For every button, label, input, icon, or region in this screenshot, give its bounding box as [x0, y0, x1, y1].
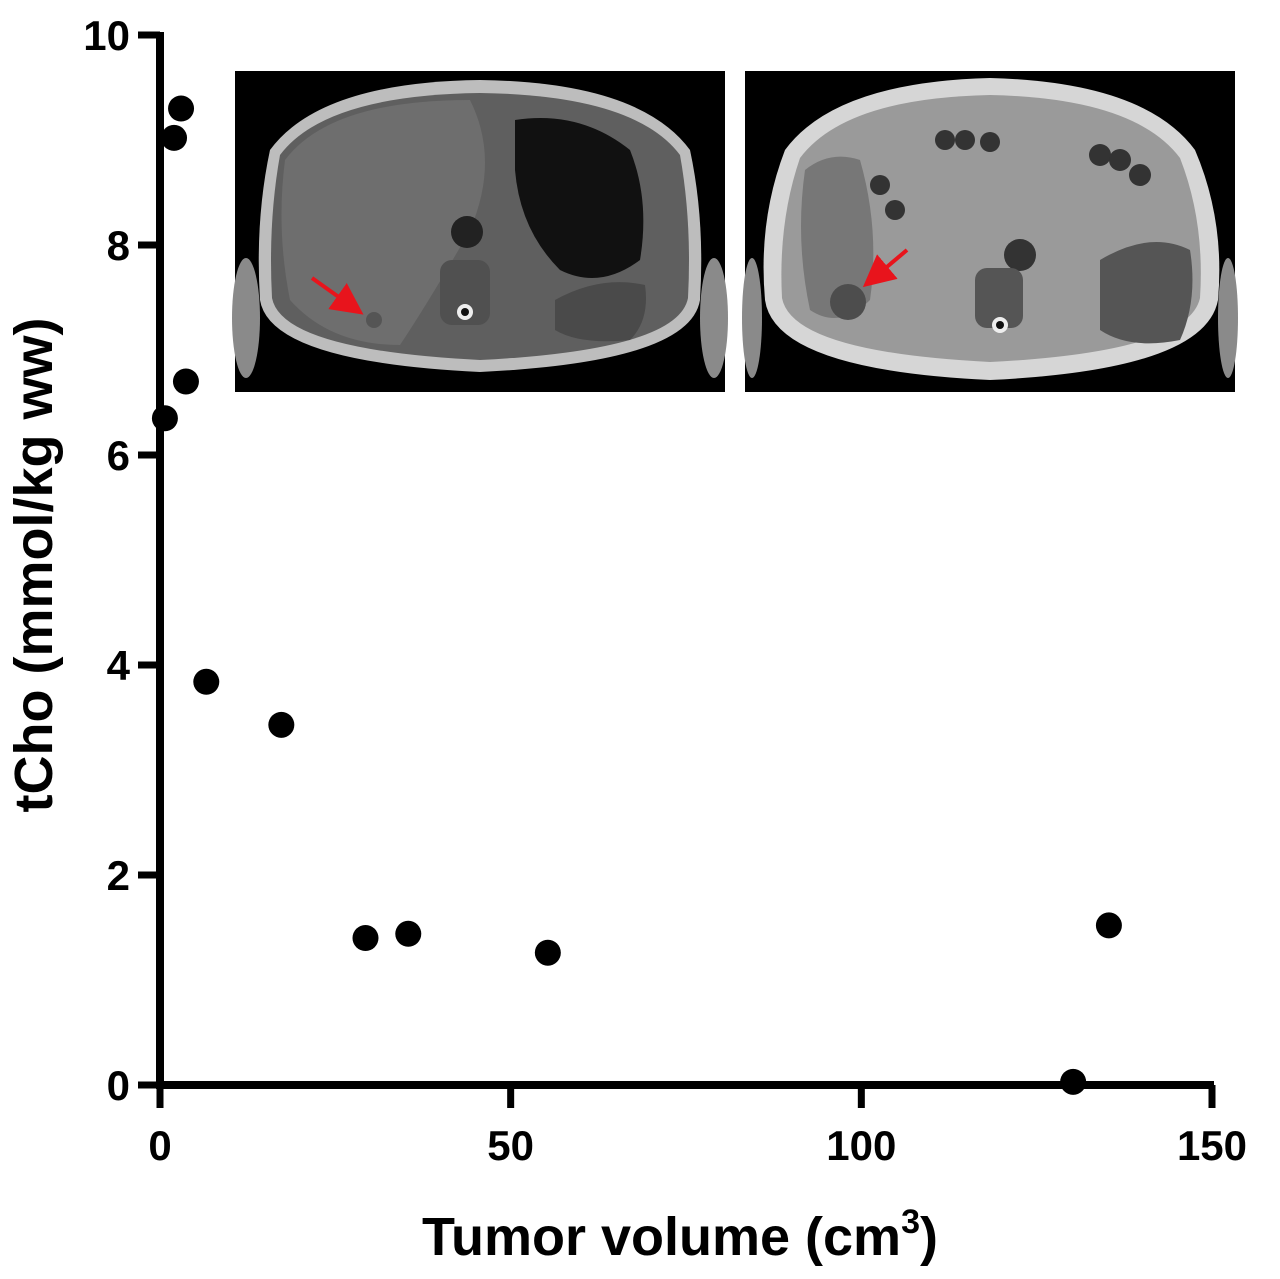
- axes: 0 2 4 6 8 10 0 50 100 150: [83, 12, 1247, 1169]
- data-point: [1060, 1068, 1087, 1095]
- y-tick-label: 2: [107, 852, 130, 899]
- x-tick-label: 0: [148, 1122, 171, 1169]
- data-point: [193, 668, 220, 695]
- data-point: [534, 939, 561, 966]
- y-tick-label: 8: [107, 222, 130, 269]
- data-point: [161, 124, 188, 151]
- y-tick-label: 10: [83, 12, 130, 59]
- y-tick-label: 4: [107, 642, 131, 689]
- x-tick-label: 50: [487, 1122, 534, 1169]
- data-points: [151, 95, 1122, 1095]
- y-ticks: 0 2 4 6 8 10: [83, 12, 160, 1109]
- x-ticks: 0 50 100 150: [148, 1085, 1247, 1169]
- x-axis-title: Tumor volume (cm3): [422, 1203, 938, 1267]
- data-point: [268, 711, 295, 738]
- data-point: [168, 95, 195, 122]
- x-tick-label: 100: [826, 1122, 896, 1169]
- data-point: [1095, 912, 1122, 939]
- x-tick-label: 150: [1177, 1122, 1247, 1169]
- data-point: [352, 925, 379, 951]
- y-tick-label: 0: [107, 1062, 130, 1109]
- y-tick-label: 6: [107, 432, 130, 479]
- data-point: [151, 405, 178, 432]
- data-point: [172, 368, 199, 395]
- y-axis-title: tCho (mmol/kg ww): [4, 318, 64, 813]
- mri-inset-right: [742, 71, 1238, 392]
- data-point: [395, 920, 422, 947]
- mri-inset-left: [232, 71, 728, 392]
